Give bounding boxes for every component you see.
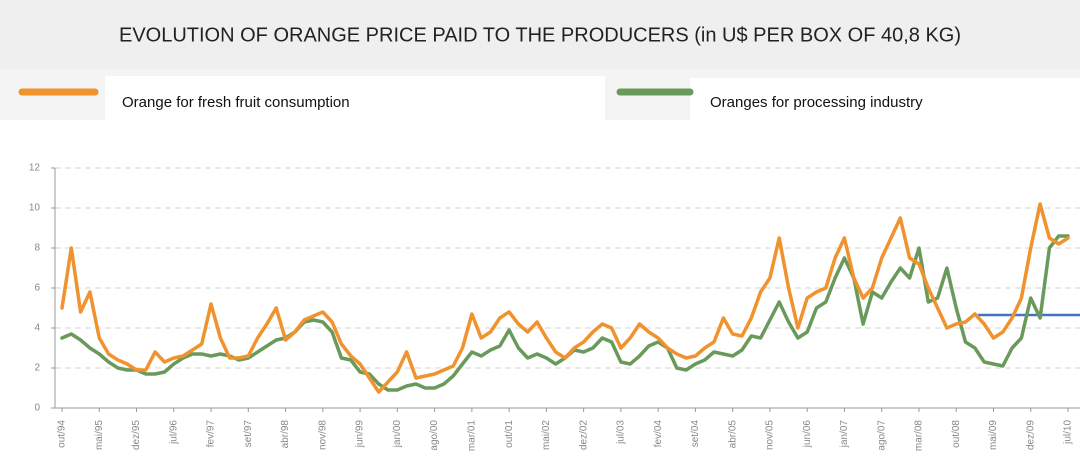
x-tick-label: abr/05 xyxy=(727,420,738,449)
y-tick-label: 12 xyxy=(29,163,41,174)
y-tick-label: 10 xyxy=(29,203,41,214)
y-tick-label: 0 xyxy=(34,403,40,414)
x-tick-label: fev/04 xyxy=(653,420,664,448)
x-tick-label: dez/09 xyxy=(1025,420,1036,450)
series-line xyxy=(60,202,1070,394)
x-tick-label: jan/00 xyxy=(392,420,403,449)
x-tick-label: nov/05 xyxy=(765,420,776,450)
x-tick-label: jun/99 xyxy=(355,420,366,449)
legend-box xyxy=(690,78,1080,120)
y-tick-label: 8 xyxy=(34,243,40,254)
x-tick-label: abr/98 xyxy=(280,420,291,449)
x-tick-label: fev/97 xyxy=(206,420,217,448)
x-tick-label: jun/06 xyxy=(802,420,813,449)
x-tick-label: nov/98 xyxy=(317,420,328,450)
x-tick-label: jul/96 xyxy=(168,420,179,445)
x-tick-label: out/08 xyxy=(951,420,962,448)
legend-label: Orange for fresh fruit consumption xyxy=(122,94,350,111)
x-tick-label: jul/10 xyxy=(1063,420,1074,445)
legend-label: Oranges for processing industry xyxy=(710,94,923,111)
y-tick-label: 6 xyxy=(34,283,40,294)
x-tick-label: ago/00 xyxy=(429,420,440,451)
x-tick-label: set/97 xyxy=(243,420,254,448)
x-tick-label: ago/07 xyxy=(876,420,887,451)
chart-title: EVOLUTION OF ORANGE PRICE PAID TO THE PR… xyxy=(119,24,961,46)
x-tick-label: mai/09 xyxy=(988,420,999,450)
x-tick-label: dez/95 xyxy=(131,420,142,450)
x-tick-label: out/94 xyxy=(57,420,68,448)
x-tick-label: mar/01 xyxy=(466,420,477,452)
x-tick-label: set/04 xyxy=(690,420,701,448)
x-tick-label: dez/02 xyxy=(578,420,589,450)
x-tick-label: mai/02 xyxy=(541,420,552,450)
x-tick-label: mai/95 xyxy=(94,420,105,450)
x-tick-label: out/01 xyxy=(504,420,515,448)
x-tick-label: mar/08 xyxy=(914,420,925,452)
x-tick-label: jul/03 xyxy=(616,420,627,445)
legend-box xyxy=(105,76,605,120)
title-band xyxy=(0,0,1080,70)
y-tick-label: 2 xyxy=(34,363,40,374)
x-tick-label: jan/07 xyxy=(839,420,850,449)
y-tick-label: 4 xyxy=(34,323,40,334)
